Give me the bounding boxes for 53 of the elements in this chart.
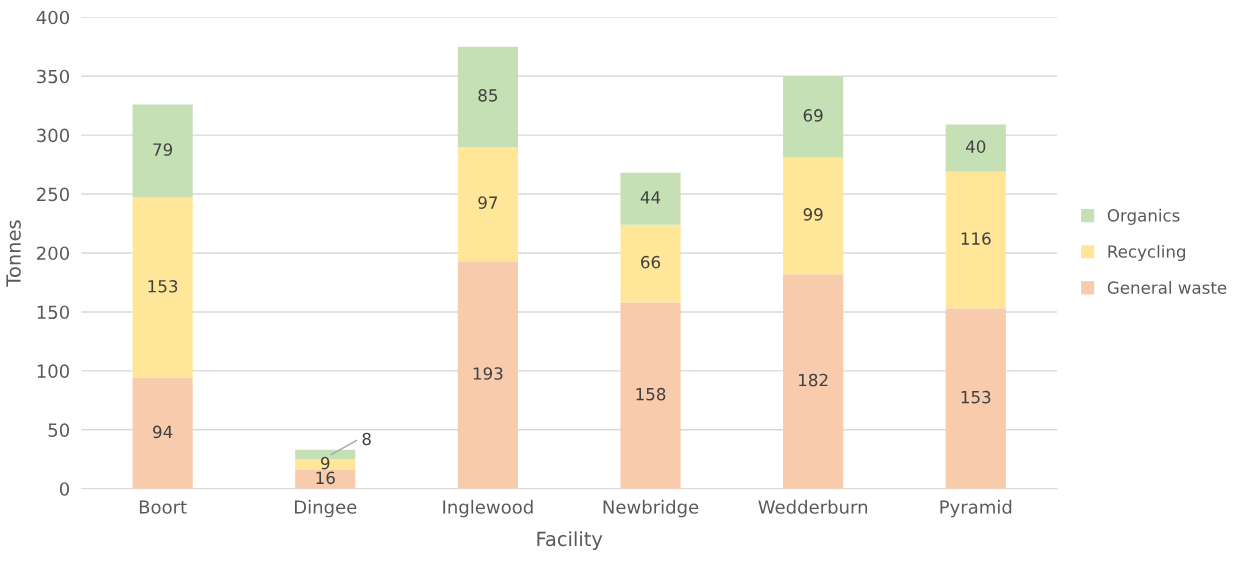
bar: [783, 157, 844, 275]
data-label: 99: [803, 208, 823, 221]
data-label: 85: [478, 89, 498, 102]
y-tick-label: 200: [37, 246, 69, 261]
y-tick-label: 100: [37, 364, 69, 378]
data-label: 97: [478, 196, 498, 209]
data-label: 79: [153, 143, 173, 156]
bar: [620, 302, 681, 489]
bar: [945, 124, 1006, 172]
y-axis-title: Tonnes: [6, 220, 21, 287]
bar: [457, 46, 518, 147]
data-label: 9: [321, 456, 330, 470]
x-tick-label: Dingee: [295, 499, 357, 518]
data-label: 94: [153, 425, 173, 439]
x-tick-label: Boort: [139, 500, 187, 514]
data-label: 193: [473, 367, 503, 380]
x-axis-title: Facility: [537, 531, 603, 551]
bar: [132, 197, 193, 378]
y-tick-label: 50: [48, 423, 69, 437]
data-label: 153: [961, 390, 991, 404]
data-label: 69: [803, 109, 823, 122]
bar: [620, 172, 681, 225]
bar: [620, 224, 681, 303]
data-label: 116: [961, 232, 991, 245]
data-label: 40: [965, 140, 986, 153]
y-tick-label: 350: [37, 69, 69, 84]
bar: [132, 104, 193, 198]
bar: [457, 146, 518, 262]
y-tick-label: 250: [37, 187, 69, 202]
y-tick-label: 300: [37, 128, 69, 143]
bar: [132, 377, 193, 489]
bar: [945, 171, 1006, 309]
x-tick-label: Newbridge: [603, 499, 699, 518]
bar: [945, 308, 1006, 489]
x-tick-label: Inglewood: [443, 499, 533, 518]
bar: [457, 261, 518, 489]
legend-label: Organics: [1107, 208, 1180, 225]
data-label: 44: [640, 191, 661, 204]
y-tick-label: 150: [37, 305, 69, 320]
data-label: 16: [316, 471, 335, 485]
legend-label: Recycling: [1108, 244, 1186, 262]
data-label: 158: [636, 387, 666, 401]
data-label: 153: [148, 280, 178, 293]
y-tick-label: 400: [36, 10, 69, 25]
x-tick-label: Pyramid: [940, 499, 1012, 518]
legend-label: General waste: [1107, 281, 1227, 294]
data-label: 8: [362, 432, 371, 446]
bar: [783, 76, 844, 158]
data-label: 66: [641, 255, 661, 269]
y-tick-label: 0: [59, 482, 69, 496]
bar: [783, 274, 844, 489]
x-tick-label: Wedderburn: [758, 499, 868, 514]
data-label: 182: [799, 373, 828, 387]
